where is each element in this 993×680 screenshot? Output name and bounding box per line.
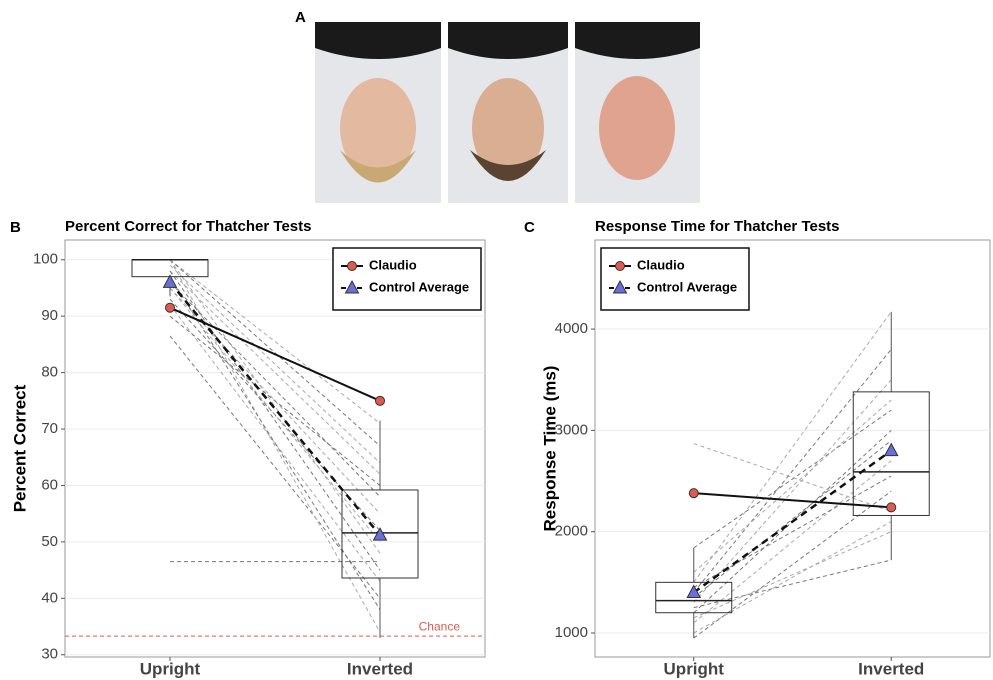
- x-tick-label: Inverted: [858, 659, 924, 678]
- annotation: Chance: [419, 619, 461, 633]
- subject-line: [169, 265, 381, 464]
- series-line: [693, 449, 892, 594]
- plot-frame: [64, 239, 486, 658]
- subject-line: [693, 409, 892, 549]
- legend-label: Control Average: [369, 279, 469, 294]
- panel-label: A: [295, 9, 306, 26]
- legend-marker: [612, 279, 628, 294]
- y-tick-label: 90: [41, 307, 58, 324]
- y-tick-label: 2000: [555, 523, 588, 540]
- y-tick-label: 80: [41, 364, 58, 381]
- subject-line: [693, 399, 892, 573]
- subject-line: [169, 335, 381, 599]
- subject-line: [693, 521, 892, 634]
- y-tick-label: 3000: [555, 421, 588, 438]
- chart-title: Response Time for Thatcher Tests: [595, 218, 840, 235]
- subject-line: [169, 259, 381, 424]
- x-tick-label: Inverted: [347, 659, 413, 678]
- panel-label: C: [524, 219, 535, 236]
- y-axis-label: Response Time (ms): [540, 366, 559, 532]
- legend-label: Claudio: [637, 257, 685, 272]
- subject-line: [693, 559, 892, 609]
- marker: [686, 584, 702, 598]
- face-photos: [315, 22, 700, 203]
- x-tick-label: Upright: [140, 659, 201, 678]
- subject-line: [169, 315, 381, 486]
- legend-box: [332, 247, 482, 311]
- marker: [162, 274, 178, 288]
- y-tick-label: 50: [41, 533, 58, 550]
- marker: [883, 442, 899, 457]
- subject-line: [693, 460, 892, 624]
- x-tick-label: Upright: [664, 659, 725, 678]
- legend: Claudio Control Average: [600, 247, 750, 311]
- subject-line: [693, 379, 892, 603]
- legend-marker: [347, 261, 357, 271]
- y-tick-label: 40: [41, 589, 58, 606]
- y-tick-label: 100: [33, 251, 58, 268]
- box: [341, 489, 419, 579]
- chart-title: Percent Correct for Thatcher Tests: [65, 218, 311, 235]
- y-tick-label: 60: [41, 476, 58, 493]
- subject-line: [693, 490, 892, 639]
- y-tick-label: 30: [41, 646, 58, 663]
- subject-line: [169, 281, 381, 498]
- y-axis-label: Percent Correct: [10, 384, 29, 512]
- subject-line: [169, 287, 381, 543]
- subject-line: [693, 531, 892, 619]
- marker: [372, 527, 388, 541]
- legend-marker: [615, 261, 625, 271]
- subject-line: [169, 259, 381, 633]
- subject-line: [169, 304, 381, 582]
- box: [852, 391, 930, 516]
- series-line: [693, 492, 892, 509]
- marker: [886, 502, 897, 513]
- marker: [375, 395, 385, 406]
- subject-line: [169, 276, 381, 610]
- box: [655, 581, 733, 614]
- subject-line: [693, 440, 892, 598]
- subject-line: [169, 259, 381, 447]
- legend-label: Control Average: [637, 279, 737, 294]
- plot-frame: [594, 239, 991, 658]
- y-tick-label: 70: [41, 420, 58, 437]
- series-line: [169, 281, 381, 536]
- marker: [688, 488, 699, 499]
- y-tick-label: 1000: [555, 624, 588, 641]
- legend: Claudio Control Average: [332, 247, 482, 311]
- legend-marker: [344, 279, 360, 294]
- subject-line: [693, 349, 892, 593]
- panel-label: B: [10, 219, 21, 236]
- marker: [165, 302, 175, 313]
- legend-box: [600, 247, 750, 311]
- subject-line: [169, 270, 381, 571]
- box: [131, 259, 209, 278]
- legend-label: Claudio: [369, 257, 417, 272]
- y-tick-label: 4000: [555, 320, 588, 337]
